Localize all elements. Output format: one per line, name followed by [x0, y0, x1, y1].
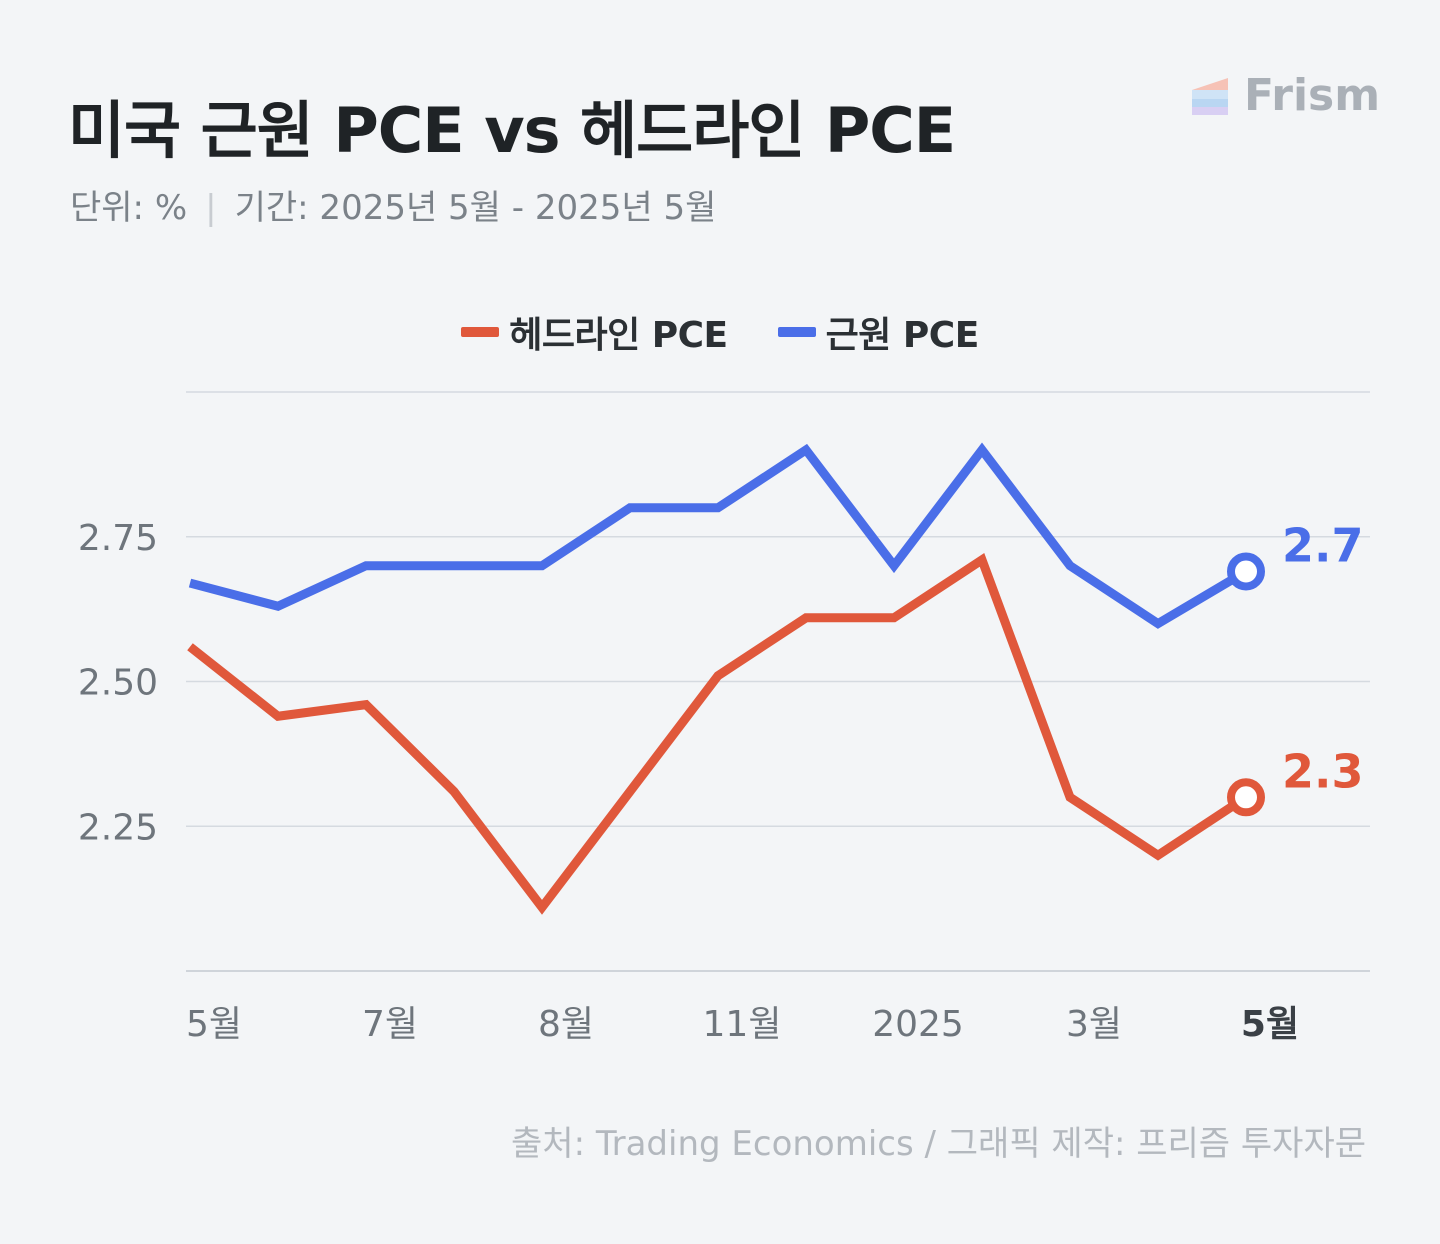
- frism-logo-text: Frism: [1244, 70, 1381, 121]
- legend-swatch-core: [777, 327, 816, 337]
- y-axis-ticks: 2.25 2.50 2.75: [78, 518, 158, 849]
- end-marker-core: [1227, 552, 1265, 591]
- x-axis-ticks: 5월 7월 8월 11월 2025 3월 5월: [186, 1004, 1299, 1045]
- x-tick-label: 7월: [362, 1004, 418, 1045]
- grid-layer: [186, 391, 1370, 972]
- x-tick-label: 8월: [538, 1004, 594, 1045]
- y-tick-label: 2.75: [78, 518, 158, 559]
- y-tick-label: 2.25: [78, 807, 158, 848]
- end-marker-headline: [1227, 778, 1265, 817]
- unit-label: 단위: %: [70, 188, 188, 228]
- x-tick-label: 5월: [186, 1004, 242, 1045]
- end-label-core: 2.7: [1282, 518, 1364, 572]
- x-tick-label: 5월: [1241, 1004, 1299, 1045]
- x-tick-label: 3월: [1066, 1004, 1122, 1045]
- frism-logo: Frism: [1190, 70, 1380, 121]
- chart-subtitle: 단위: % | 기간: 2025년 5월 - 2025년 5월: [70, 180, 716, 229]
- series-layer: 2.3 2.7: [187, 442, 1364, 915]
- legend-label-core: 근원 PCE: [825, 315, 980, 356]
- y-tick-label: 2.50: [78, 663, 158, 704]
- subtitle-separator: |: [205, 188, 217, 228]
- x-tick-label: 2025: [872, 1004, 964, 1045]
- frism-logo-icon: [1192, 77, 1228, 115]
- legend-item-headline: 헤드라인 PCE: [461, 306, 728, 358]
- series-line-headline: [187, 553, 1249, 915]
- source-note: 출처: Trading Economics / 그래픽 제작: 프리즘 투자자문: [511, 1124, 1366, 1164]
- series-line-core: [188, 442, 1249, 629]
- chart-legend: 헤드라인 PCE 근원 PCE: [0, 306, 1440, 358]
- legend-label-headline: 헤드라인 PCE: [509, 315, 728, 356]
- end-label-headline: 2.3: [1282, 744, 1364, 798]
- chart-title: 미국 근원 PCE vs 헤드라인 PCE: [68, 94, 956, 167]
- legend-swatch-headline: [461, 327, 500, 337]
- x-tick-label: 11월: [703, 1004, 782, 1045]
- period-label: 기간: 2025년 5월 - 2025년 5월: [234, 188, 717, 228]
- legend-item-core: 근원 PCE: [777, 306, 980, 358]
